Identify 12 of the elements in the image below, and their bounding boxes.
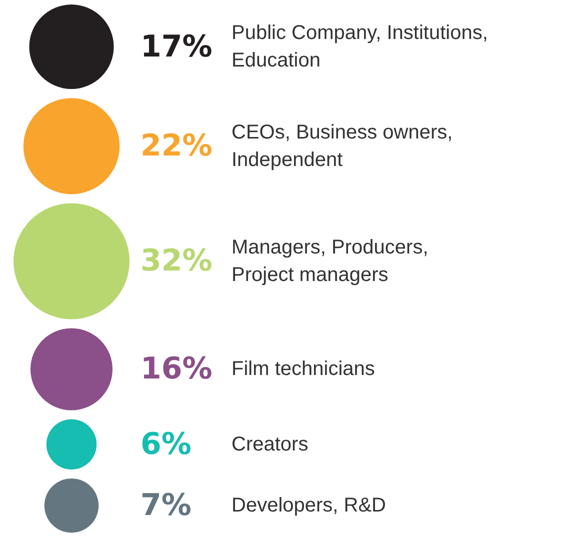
category-label: Developers, R&D bbox=[232, 494, 386, 517]
data-label: 32% bbox=[140, 244, 212, 279]
category-label: Film technicians bbox=[232, 358, 375, 380]
data-label: 16% bbox=[140, 352, 212, 387]
data-label: 17% bbox=[140, 29, 212, 64]
data-label: 22% bbox=[140, 128, 212, 164]
category-label: CEOs, Business owners, Independent bbox=[232, 121, 453, 171]
category-label: Creators bbox=[232, 433, 308, 456]
category-label: Managers, Producers, Project managers bbox=[232, 236, 428, 286]
data-label: 7% bbox=[140, 488, 192, 524]
data-label: 6% bbox=[140, 426, 192, 462]
category-label: Public Company, Institutions, Education bbox=[232, 22, 488, 72]
